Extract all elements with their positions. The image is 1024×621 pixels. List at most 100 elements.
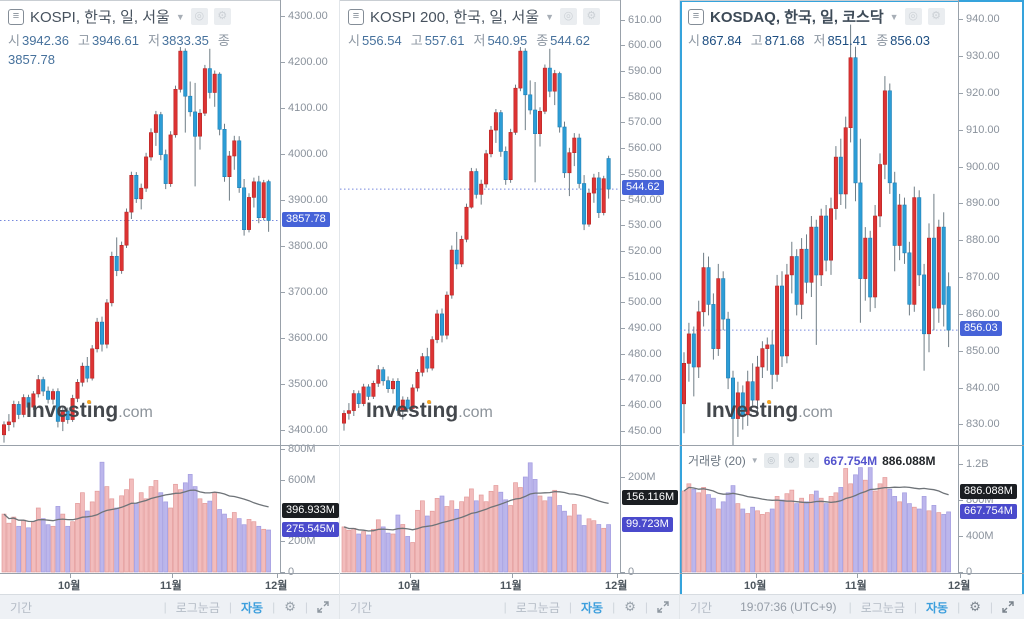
last-volume-label: 667.754M: [960, 504, 1017, 519]
chart-title[interactable]: KOSDAQ, 한국, 일, 코스닥: [710, 9, 884, 26]
volume-plot[interactable]: [340, 446, 621, 573]
pane-divider[interactable]: [340, 445, 679, 446]
chart-title[interactable]: KOSPI 200, 한국, 일, 서울: [370, 9, 540, 26]
fullscreen-icon[interactable]: [1002, 601, 1014, 613]
low-value: 3833.35: [161, 33, 209, 48]
month-label: 11월: [500, 580, 522, 592]
price-plot[interactable]: Investing .com: [340, 0, 621, 445]
separator: |: [568, 600, 572, 614]
price-tick: 470.00: [621, 373, 662, 385]
separator: |: [304, 600, 308, 614]
close-value: 544.62: [550, 33, 590, 48]
price-plot[interactable]: Investing .com: [680, 0, 958, 446]
open-label: 시: [8, 33, 20, 48]
price-tick: 510.00: [621, 271, 662, 283]
time-tick-mark: [277, 574, 278, 578]
volume-tick: 800M: [281, 443, 316, 455]
fullscreen-icon[interactable]: [317, 601, 329, 613]
log-scale-button[interactable]: 로그눈금: [860, 600, 905, 615]
pane-divider[interactable]: [680, 445, 1024, 446]
log-scale-button[interactable]: 로그눈금: [175, 600, 220, 615]
separator: |: [612, 600, 616, 614]
price-tick: 3700.00: [281, 286, 328, 298]
gear-icon[interactable]: ⚙: [213, 8, 231, 25]
fullscreen-icon[interactable]: [657, 601, 669, 613]
last-price-label: 856.03: [960, 321, 1002, 336]
auto-scale-button[interactable]: 자동: [241, 600, 264, 615]
time-axis-line: [680, 573, 1024, 574]
period-button[interactable]: 기간: [690, 600, 713, 615]
price-tick: 3600.00: [281, 332, 328, 344]
chart-title[interactable]: KOSPI, 한국, 일, 서울: [30, 9, 170, 26]
candlestick-chart[interactable]: [680, 1, 958, 446]
eye-icon[interactable]: ◎: [559, 8, 577, 25]
chevron-down-icon[interactable]: ▼: [889, 11, 899, 22]
volume-chart[interactable]: [0, 446, 281, 573]
ohlc-values: 시 3942.36 고 3946.61 저 3833.35 종 3857.78: [8, 31, 278, 69]
period-button[interactable]: 기간: [350, 600, 373, 615]
settings-gear-icon[interactable]: ⚙: [969, 599, 981, 614]
auto-scale-button[interactable]: 자동: [581, 600, 604, 615]
candlestick-chart[interactable]: [340, 1, 621, 446]
symbol-list-icon[interactable]: ≡: [348, 8, 364, 25]
separator: |: [848, 600, 852, 614]
low-label: 저: [473, 33, 486, 48]
separator: |: [272, 600, 276, 614]
time-axis[interactable]: 10월 11월 12월: [0, 574, 339, 594]
gear-icon[interactable]: ⚙: [582, 8, 600, 25]
symbol-list-icon[interactable]: ≡: [688, 8, 704, 25]
price-tick: 4100.00: [281, 102, 328, 114]
close-icon[interactable]: ✕: [803, 453, 819, 468]
price-tick: 3900.00: [281, 194, 328, 206]
volume-axis[interactable]: 200M 0 156.116M 99.723M: [620, 446, 679, 578]
volume-axis[interactable]: 800M 600M 200M 0 396.933M 275.545M: [280, 443, 339, 578]
logo-dot-icon: [427, 400, 431, 404]
price-plot[interactable]: Investing .com: [0, 0, 281, 445]
auto-scale-button[interactable]: 자동: [926, 600, 949, 615]
eye-icon[interactable]: ◎: [190, 8, 208, 25]
last-volume-label: 275.545M: [282, 522, 339, 537]
ohlc-values: 시 556.54 고 557.61 저 540.95 종 544.62: [348, 31, 600, 50]
pane-divider[interactable]: [0, 445, 339, 446]
candlestick-chart[interactable]: [0, 1, 281, 446]
period-button[interactable]: 기간: [10, 600, 33, 615]
volume-chart[interactable]: [680, 446, 958, 573]
time-tick-mark: [512, 574, 513, 578]
chevron-down-icon[interactable]: ▼: [175, 11, 185, 22]
open-label: 시: [348, 33, 360, 48]
time-tick-mark: [172, 574, 173, 578]
chart-header: ≡ KOSDAQ, 한국, 일, 코스닥 ▼ ◎ ⚙ 시 867.84 고 871.…: [688, 6, 945, 50]
time-tick-mark: [756, 574, 757, 578]
price-tick: 910.00: [959, 124, 1000, 136]
volume-plot[interactable]: [0, 446, 281, 573]
eye-icon[interactable]: ◎: [763, 453, 779, 468]
time-tick-mark: [960, 574, 961, 578]
settings-gear-icon[interactable]: ⚙: [284, 599, 296, 614]
price-tick: 540.00: [621, 194, 662, 206]
time-axis[interactable]: 10월 11월 12월: [340, 574, 679, 594]
volume-axis[interactable]: 1.2B 800M 400M 0 886.088M 667.754M: [958, 446, 1024, 578]
chevron-down-icon[interactable]: ▼: [750, 456, 759, 465]
volume-plot[interactable]: [680, 446, 958, 573]
volume-tick: 0: [621, 566, 634, 578]
symbol-list-icon[interactable]: ≡: [8, 8, 24, 25]
gear-icon[interactable]: ⚙: [927, 8, 945, 25]
time-axis[interactable]: 10월 11월 12월: [680, 574, 1024, 594]
volume-indicator-name[interactable]: 거래량 (20): [688, 454, 746, 468]
high-value: 557.61: [424, 33, 465, 48]
price-axis[interactable]: 940.00 930.00 920.00 910.00 900.00 890.00 880.…: [958, 0, 1024, 446]
eye-icon[interactable]: ◎: [904, 8, 922, 25]
price-axis[interactable]: 610.00 600.00 590.00 580.00 570.00 560.00 550.…: [620, 0, 679, 446]
settings-gear-icon[interactable]: ⚙: [624, 599, 636, 614]
price-tick: 460.00: [621, 399, 662, 411]
time-axis-line: [340, 573, 679, 574]
volume-chart[interactable]: [340, 446, 621, 573]
time-tick-mark: [70, 574, 71, 578]
price-axis[interactable]: 4300.00 4200.00 4100.00 4000.00 3900.00 3800.…: [280, 0, 339, 446]
price-tick: 4200.00: [281, 56, 328, 68]
chevron-down-icon[interactable]: ▼: [545, 11, 554, 22]
log-scale-button[interactable]: 로그눈금: [515, 600, 560, 615]
volume-indicator-legend: 거래량 (20) ▼ ◎ ⚙ ✕ 667.754M 886.088M: [688, 452, 935, 469]
volume-tick: 200M: [281, 535, 316, 547]
gear-icon[interactable]: ⚙: [783, 453, 799, 468]
